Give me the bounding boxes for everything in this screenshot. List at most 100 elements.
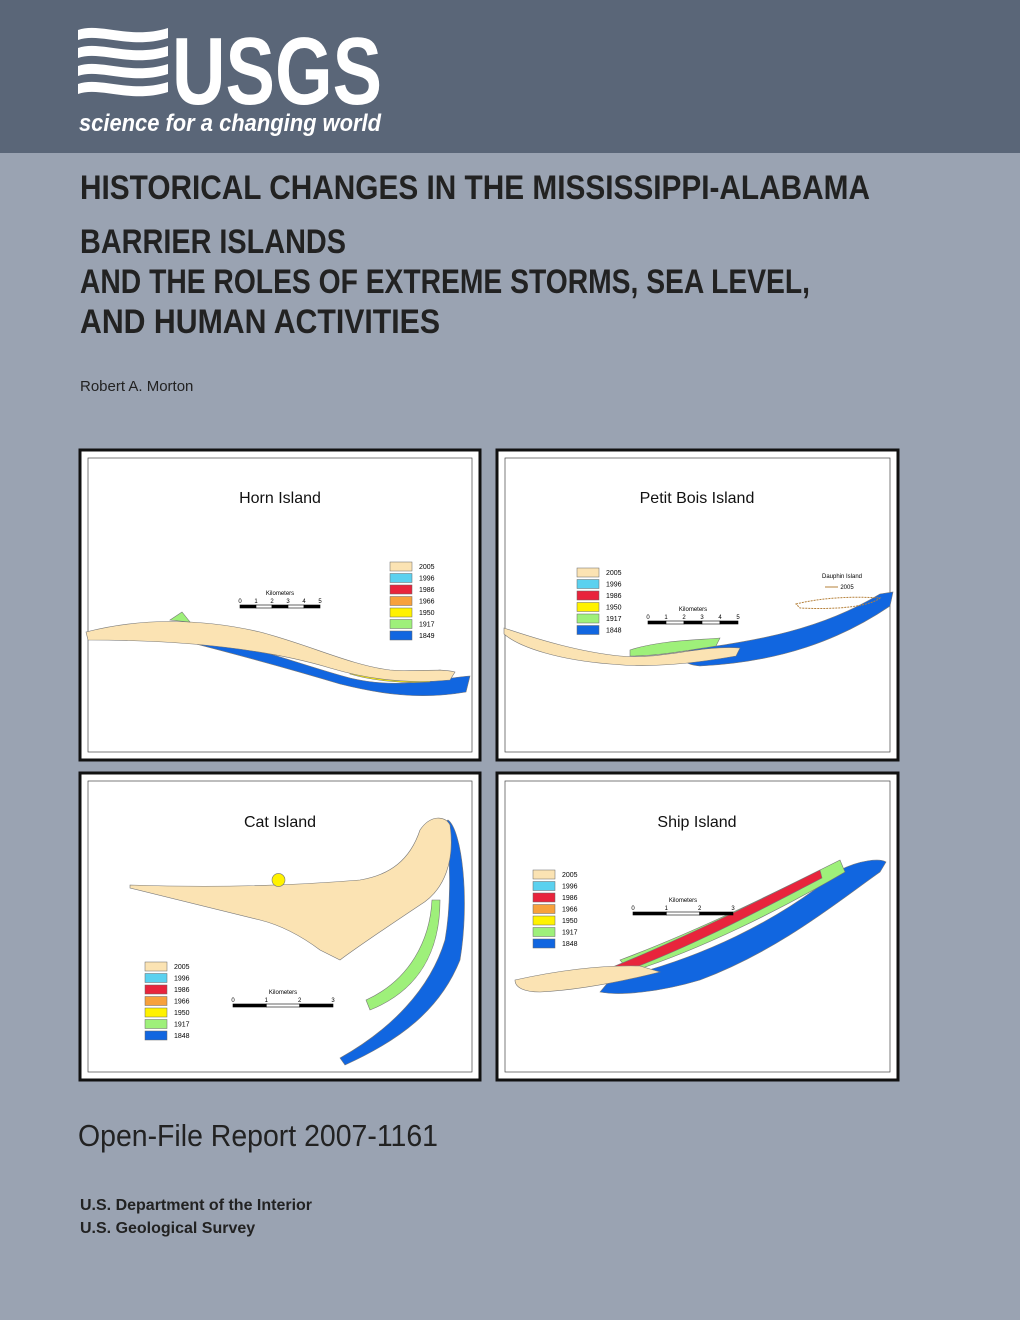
title: HISTORICAL CHANGES IN THE MISSISSIPPI-AL…	[80, 169, 870, 341]
legend-swatch	[389, 619, 413, 629]
island	[169, 611, 191, 623]
scale-tick: 0	[238, 599, 242, 605]
legend-swatch	[532, 927, 556, 937]
map-neatline	[504, 780, 891, 1073]
scale-tick: 3	[731, 906, 735, 912]
legend-swatch	[576, 567, 600, 578]
scale-segment	[647, 620, 667, 625]
map-panel: Cat Island 2005 1996 1986 1966 1950 1917 1848 Ki…	[78, 771, 482, 1082]
map-panel: Ship Island 2005 1996 1986 1966 1950 1917 1848 K…	[495, 771, 900, 1082]
legend-label: 2005	[419, 564, 435, 571]
scale-segment	[255, 604, 273, 609]
scale-segment	[665, 620, 685, 625]
scale-segment	[701, 620, 721, 625]
scale-tick: 3	[286, 599, 290, 605]
legend-label: 1996	[174, 975, 190, 982]
legend-swatch	[144, 1007, 168, 1018]
legend-swatch	[389, 584, 413, 595]
island	[514, 965, 662, 993]
footer-line: U.S. Geological Survey	[80, 1220, 255, 1237]
legend-label: 1986	[174, 987, 190, 994]
scale-segment	[266, 1003, 300, 1008]
legend-swatch	[389, 573, 413, 583]
legend-label: 1996	[562, 883, 578, 890]
island	[129, 817, 452, 961]
scale-segment	[719, 620, 739, 625]
legend-swatch	[144, 996, 168, 1006]
scale-segment	[699, 911, 734, 916]
scale-segment	[299, 1003, 334, 1008]
legend-label: 1996	[606, 581, 622, 588]
tagline: science for a changing world	[79, 110, 382, 137]
title-line: BARRIER ISLANDS	[80, 223, 346, 261]
scale-label: Kilometers	[266, 591, 294, 597]
logo: USGS	[172, 18, 382, 125]
map-neatline	[87, 780, 473, 1073]
scale-segment	[303, 604, 321, 609]
legend-label: 2005	[562, 872, 578, 879]
scale-tick: 3	[331, 998, 335, 1004]
map-neatline	[87, 457, 473, 753]
legend-label: 1917	[562, 929, 578, 936]
title-line: HISTORICAL CHANGES IN THE MISSISSIPPI-AL…	[80, 169, 870, 207]
legend-swatch	[576, 625, 600, 635]
scale-tick: 1	[664, 615, 668, 621]
legend-label: 1996	[419, 575, 435, 582]
legend-label: 1986	[606, 593, 622, 600]
legend-label: 2005	[174, 964, 190, 971]
island	[609, 869, 823, 976]
scale-segment	[683, 620, 703, 625]
legend-label: 1950	[562, 918, 578, 925]
usgs-waves	[78, 27, 168, 97]
scale-tick: 5	[736, 615, 740, 621]
legend-swatch	[144, 1030, 168, 1041]
legend-swatch	[144, 973, 168, 983]
island	[795, 596, 882, 609]
scale-tick: 0	[646, 615, 650, 621]
island	[599, 859, 887, 994]
map-frame	[495, 448, 900, 762]
scale-tick: 1	[265, 998, 269, 1004]
scale-tick: 2	[270, 599, 274, 605]
legend-label: 1917	[606, 616, 622, 623]
scale-segment	[232, 1003, 267, 1008]
map-title: Cat Island	[244, 814, 316, 831]
header-band	[0, 0, 1020, 153]
scale-tick: 5	[318, 599, 322, 605]
legend-swatch	[532, 904, 556, 914]
scale-tick: 1	[665, 906, 669, 912]
legend-label: 1950	[174, 1010, 190, 1017]
map-title: Horn Island	[239, 490, 321, 507]
legend-label: 1849	[419, 633, 435, 640]
legend-label: 1848	[174, 1033, 190, 1040]
footer-line: U.S. Department of the Interior	[80, 1197, 312, 1214]
legend-label: 1848	[562, 941, 578, 948]
legend-label: 1986	[419, 587, 435, 594]
scale-segment	[287, 604, 305, 609]
author: Robert A. Morton	[80, 378, 193, 395]
scale-tick: 4	[302, 599, 306, 605]
legend-label: 1966	[562, 906, 578, 913]
map-title: Petit Bois Island	[640, 490, 755, 507]
legend-swatch	[389, 561, 413, 572]
map-frame	[495, 771, 900, 1082]
scale-tick: 3	[700, 615, 704, 621]
scale-label: Kilometers	[269, 990, 297, 996]
legend-swatch	[576, 602, 600, 612]
legend-label: 1966	[174, 998, 190, 1005]
scale-tick: 0	[231, 998, 235, 1004]
legend-swatch	[389, 596, 413, 606]
legend-swatch	[389, 607, 413, 618]
legend-swatch	[532, 881, 556, 891]
legend-swatch	[532, 869, 556, 880]
legend-swatch	[532, 892, 556, 903]
scale-tick: 2	[682, 615, 686, 621]
island	[365, 899, 441, 1011]
legend-swatch	[532, 915, 556, 926]
title-line: AND HUMAN ACTIVITIES	[80, 303, 440, 341]
map-panel: Petit Bois Island 2005 1996 1986 1950 1917 184…	[495, 448, 900, 762]
maps: Horn Island2005199619861966195019171849K…	[78, 448, 900, 1082]
scale-segment	[632, 911, 667, 916]
